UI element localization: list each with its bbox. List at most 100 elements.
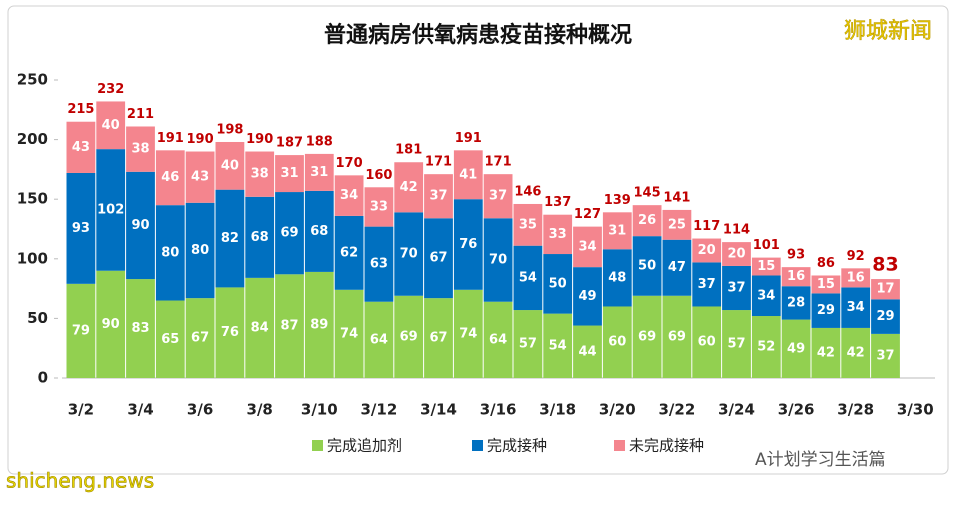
bar-segment bbox=[424, 174, 453, 219]
data-label: 82 bbox=[221, 231, 239, 246]
data-label: 49 bbox=[578, 289, 596, 304]
bar-segment bbox=[215, 287, 245, 378]
x-tick-label: 3/26 bbox=[778, 401, 815, 419]
bar-segment bbox=[811, 327, 841, 378]
data-label: 70 bbox=[400, 247, 418, 262]
data-label: 67 bbox=[191, 331, 209, 346]
data-label: 42 bbox=[400, 180, 418, 195]
data-label: 80 bbox=[191, 243, 209, 258]
bar-segment bbox=[781, 319, 811, 378]
data-label: 84 bbox=[251, 320, 269, 335]
bar-segment bbox=[66, 172, 96, 284]
bar-segment bbox=[841, 268, 871, 288]
bar-segment bbox=[334, 289, 364, 378]
bar-segment bbox=[662, 209, 692, 240]
x-tick-label: 3/14 bbox=[420, 401, 457, 419]
total-label: 139 bbox=[604, 193, 631, 208]
bar-segment bbox=[841, 327, 871, 378]
bar-segment bbox=[155, 205, 185, 301]
bar-segment bbox=[394, 295, 424, 378]
bar-segment bbox=[483, 301, 513, 378]
data-label: 74 bbox=[459, 326, 477, 341]
watermark: 狮城新闻 bbox=[844, 19, 932, 44]
bar-segment bbox=[692, 306, 722, 378]
bar-segment bbox=[334, 215, 364, 290]
bar-segment bbox=[573, 226, 602, 268]
data-label: 57 bbox=[519, 337, 537, 352]
bar-segment bbox=[602, 249, 632, 307]
x-tick-label: 3/24 bbox=[718, 401, 755, 419]
data-label: 69 bbox=[400, 329, 418, 344]
bar-segment bbox=[304, 190, 334, 272]
total-label: 190 bbox=[246, 132, 273, 147]
data-label: 70 bbox=[489, 252, 507, 267]
data-label: 68 bbox=[251, 230, 269, 245]
total-label: 160 bbox=[365, 168, 392, 183]
total-label: 215 bbox=[67, 102, 94, 117]
bar-segment bbox=[453, 289, 483, 378]
total-label: 198 bbox=[216, 122, 243, 137]
data-label: 52 bbox=[757, 340, 775, 355]
data-label: 76 bbox=[221, 325, 239, 340]
total-label: 141 bbox=[663, 190, 690, 205]
total-label: 211 bbox=[127, 107, 154, 122]
total-label: 114 bbox=[723, 223, 750, 238]
bar-segment bbox=[304, 271, 334, 378]
data-label: 50 bbox=[638, 258, 656, 273]
data-label: 25 bbox=[668, 217, 686, 232]
x-tick-label: 3/8 bbox=[247, 401, 273, 419]
data-label: 102 bbox=[97, 202, 124, 217]
legend-label: 完成追加剂 bbox=[327, 437, 402, 455]
data-label: 57 bbox=[727, 337, 745, 352]
watermark: A计划学习生活篇 bbox=[755, 450, 886, 470]
data-label: 42 bbox=[817, 345, 835, 360]
x-tick-label: 3/12 bbox=[361, 401, 398, 419]
data-label: 20 bbox=[698, 243, 716, 258]
bar-segment bbox=[364, 301, 394, 378]
data-label: 26 bbox=[638, 213, 656, 228]
bar-segment bbox=[871, 299, 900, 334]
data-label: 40 bbox=[102, 118, 120, 133]
data-label: 28 bbox=[787, 295, 805, 310]
data-label: 42 bbox=[847, 345, 865, 360]
bar-segment bbox=[722, 310, 751, 378]
data-label: 60 bbox=[698, 335, 716, 350]
bar-segment bbox=[871, 333, 900, 378]
legend-label: 未完成接种 bbox=[629, 437, 704, 455]
bar-segment bbox=[155, 150, 185, 206]
bar-segment bbox=[185, 151, 215, 203]
bar-segment bbox=[751, 275, 781, 317]
watermark: shicheng.news bbox=[6, 469, 154, 493]
bar-segment bbox=[513, 245, 543, 311]
data-label: 90 bbox=[102, 317, 120, 332]
bar-segment bbox=[811, 293, 841, 328]
data-label: 79 bbox=[72, 323, 90, 338]
legend-swatch bbox=[312, 440, 323, 451]
bar-segment bbox=[394, 162, 424, 213]
x-tick-label: 3/20 bbox=[599, 401, 636, 419]
data-label: 31 bbox=[280, 166, 298, 181]
y-tick-label: 100 bbox=[17, 249, 48, 267]
data-label: 34 bbox=[340, 188, 358, 203]
bar-segment bbox=[841, 287, 871, 328]
bar-segment bbox=[96, 101, 126, 150]
data-label: 37 bbox=[876, 348, 894, 363]
bar-segment bbox=[364, 187, 394, 227]
data-label: 67 bbox=[429, 251, 447, 266]
bar-segment bbox=[781, 286, 811, 320]
bar-segment bbox=[424, 298, 453, 378]
data-label: 16 bbox=[787, 269, 805, 284]
bar-segment bbox=[751, 257, 781, 276]
x-tick-label: 3/6 bbox=[187, 401, 213, 419]
total-label: 117 bbox=[693, 219, 720, 234]
bar-segment bbox=[245, 196, 275, 278]
data-label: 62 bbox=[340, 245, 358, 260]
data-label: 87 bbox=[280, 319, 298, 334]
y-tick-label: 0 bbox=[38, 369, 48, 387]
total-label: 93 bbox=[787, 248, 805, 263]
data-label: 65 bbox=[161, 332, 179, 347]
bar-segment bbox=[126, 126, 155, 172]
data-label: 37 bbox=[489, 189, 507, 204]
total-label: 232 bbox=[97, 82, 124, 97]
